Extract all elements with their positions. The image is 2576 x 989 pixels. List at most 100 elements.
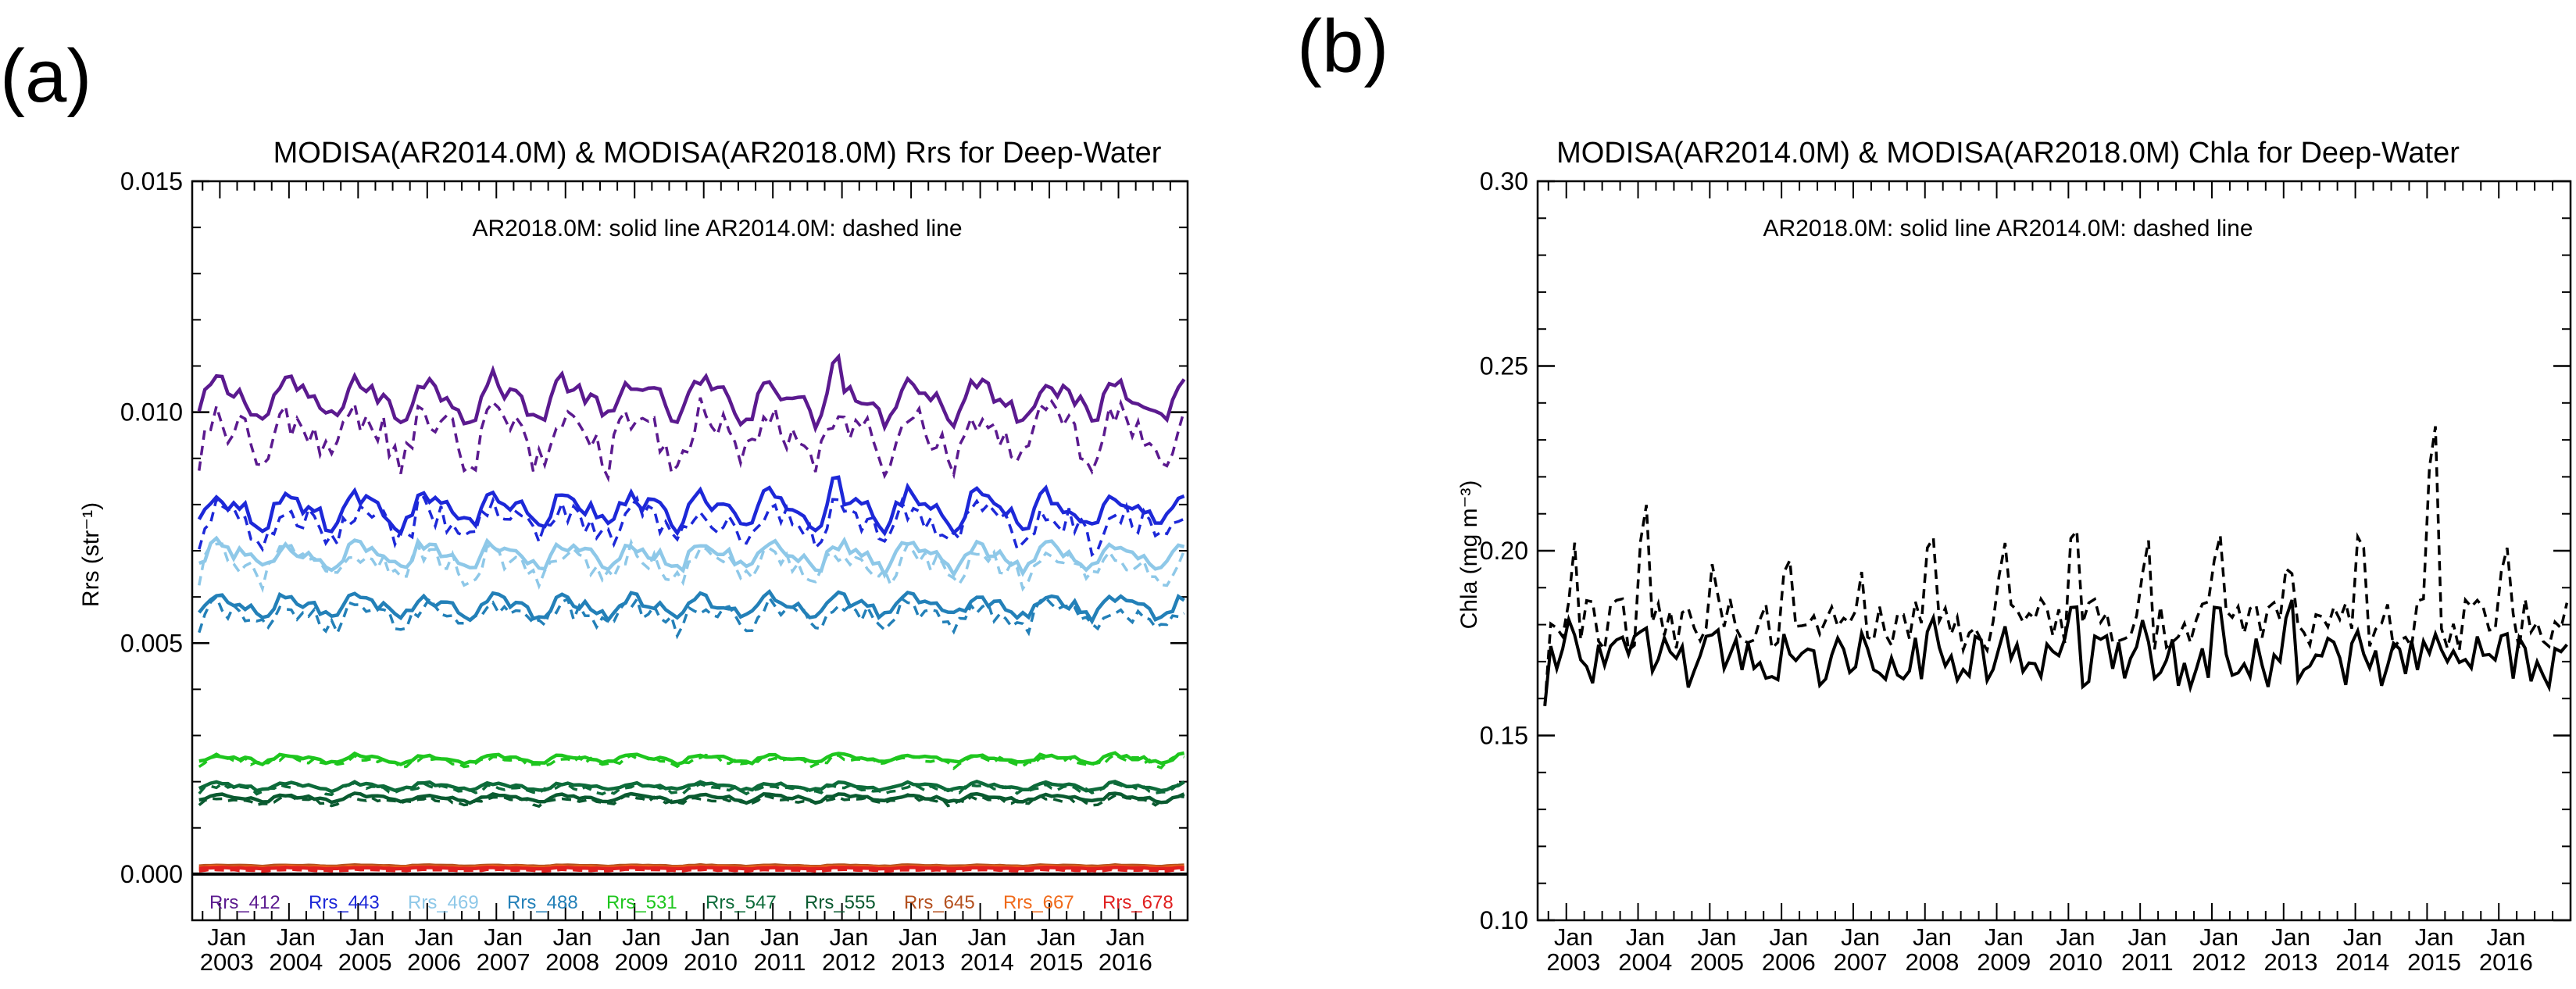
chart-a-xtick-year: 2016 [1099, 948, 1152, 976]
chart-a-ytick-label: 0.015 [120, 167, 183, 195]
chart-b-xtick-year: 2003 [1546, 948, 1600, 976]
chart-a-xtick-month: Jan [1037, 923, 1076, 951]
chart-a-plot-area: 0.0000.0050.0100.015Jan2003Jan2004Jan200… [120, 167, 1189, 976]
chart-a-ytick-label: 0.005 [120, 629, 183, 657]
series-rrs-443-dashed [198, 495, 1185, 558]
series-rrs-547-solid [198, 780, 1185, 794]
chart-a-xtick-year: 2010 [684, 948, 738, 976]
chart-b: MODISA(AR2014.0M) & MODISA(AR2018.0M) Ch… [1456, 137, 2572, 976]
chart-a-xtick-year: 2011 [754, 948, 806, 976]
chart-b-xtick-year: 2015 [2407, 948, 2461, 976]
legend-entry-rrs-667: Rrs_667 [1003, 892, 1074, 913]
chart-b-ylabel: Chla (mg m⁻³) [1456, 480, 1482, 630]
series-rrs-531-dashed [198, 752, 1185, 770]
series-rrs-678-solid [198, 865, 1184, 871]
chart-b-xtick-month: Jan [2271, 923, 2310, 951]
series-rrs-412-solid [197, 352, 1186, 434]
series-rrs-488-solid [198, 588, 1185, 625]
chart-b-xtick-month: Jan [2486, 923, 2525, 951]
chart-b-ytick-label: 0.20 [1480, 537, 1528, 565]
chart-a-xtick-year: 2005 [338, 948, 392, 976]
series-rrs-443-solid [197, 475, 1185, 537]
chart-b-xtick-year: 2011 [2121, 948, 2174, 976]
chart-a-xtick-year: 2006 [407, 948, 461, 976]
series-chla-dashed [1543, 426, 2569, 706]
chart-b-ytick-label: 0.25 [1480, 352, 1528, 380]
chart-b-xtick-year: 2013 [2263, 948, 2317, 976]
chart-b-xtick-year: 2010 [2049, 948, 2103, 976]
chart-a-title: MODISA(AR2014.0M) & MODISA(AR2018.0M) Rr… [273, 137, 1162, 170]
legend-entry-rrs-547: Rrs_547 [706, 892, 777, 913]
panel-b-label: (b) [1297, 5, 1388, 88]
chart-a-xtick-year: 2007 [477, 948, 531, 976]
chart-a-xtick-month: Jan [1106, 923, 1145, 951]
legend-entry-rrs-412: Rrs_412 [209, 892, 280, 913]
legend-entry-rrs-555: Rrs_555 [805, 892, 876, 913]
series-rrs-678-dashed [198, 868, 1184, 873]
chart-b-xtick-month: Jan [2415, 923, 2454, 951]
legend-entry-rrs-678: Rrs_678 [1102, 892, 1174, 913]
chart-b-ytick-label: 0.15 [1480, 722, 1528, 750]
chart-a-xtick-month: Jan [829, 923, 868, 951]
chart-a: MODISA(AR2014.0M) & MODISA(AR2018.0M) Rr… [78, 137, 1189, 976]
chart-a-xtick-month: Jan [967, 923, 1006, 951]
legend-entry-rrs-469: Rrs_469 [408, 892, 479, 913]
chart-b-xtick-year: 2012 [2192, 948, 2246, 976]
legend-entry-rrs-488: Rrs_488 [507, 892, 578, 913]
chart-b-xtick-month: Jan [1554, 923, 1593, 951]
chart-b-ytick-label: 0.30 [1480, 167, 1528, 195]
chart-b-xtick-month: Jan [2199, 923, 2238, 951]
chart-a-xtick-year: 2003 [200, 948, 254, 976]
chart-a-annotation: AR2018.0M: solid line AR2014.0M: dashed … [472, 216, 962, 241]
chart-b-xtick-year: 2016 [2479, 948, 2533, 976]
chart-b-xtick-month: Jan [2343, 923, 2382, 951]
chart-a-ylabel: Rrs (str⁻¹) [78, 502, 104, 607]
chart-a-xtick-month: Jan [622, 923, 661, 951]
chart-b-xtick-month: Jan [1985, 923, 2024, 951]
chart-a-xtick-month: Jan [207, 923, 246, 951]
chart-a-xtick-year: 2014 [960, 948, 1014, 976]
series-rrs-555-dashed [198, 793, 1184, 809]
series-rrs-488-dashed [198, 594, 1185, 640]
chart-b-frame [1536, 180, 2572, 922]
chart-b-xtick-month: Jan [2056, 923, 2095, 951]
chart-b-xtick-month: Jan [2128, 923, 2167, 951]
chart-b-plot-area: 0.100.150.200.250.30Jan2003Jan2004Jan200… [1480, 167, 2572, 976]
series-rrs-469-solid [198, 535, 1185, 579]
chart-a-xtick-month: Jan [691, 923, 731, 951]
chart-b-xtick-month: Jan [1626, 923, 1665, 951]
series-rrs-469-dashed [198, 537, 1186, 594]
chart-a-xtick-year: 2012 [822, 948, 876, 976]
chart-b-ytick-label: 0.10 [1480, 906, 1528, 934]
chart-b-xtick-year: 2009 [1977, 948, 2031, 976]
chart-a-xtick-year: 2009 [615, 948, 669, 976]
chart-b-xtick-year: 2004 [1618, 948, 1672, 976]
chart-a-xtick-month: Jan [553, 923, 592, 951]
series-chla-solid [1543, 599, 2568, 706]
chart-b-title: MODISA(AR2014.0M) & MODISA(AR2018.0M) Ch… [1556, 137, 2460, 170]
series-rrs-555-solid [198, 791, 1185, 805]
legend-entry-rrs-443: Rrs_443 [309, 892, 380, 913]
chart-b-xtick-month: Jan [1769, 923, 1808, 951]
series-rrs-531-solid [198, 751, 1185, 767]
chart-b-xtick-year: 2005 [1690, 948, 1744, 976]
chart-a-xtick-month: Jan [484, 923, 523, 951]
panel-a-label: (a) [0, 34, 91, 118]
chart-a-xtick-year: 2015 [1029, 948, 1083, 976]
chart-b-xtick-year: 2007 [1834, 948, 1888, 976]
chart-b-annotation: AR2018.0M: solid line AR2014.0M: dashed … [1763, 216, 2253, 241]
chart-a-ytick-label: 0.000 [120, 860, 183, 888]
chart-a-xtick-month: Jan [760, 923, 799, 951]
legend-entry-rrs-645: Rrs_645 [904, 892, 975, 913]
chart-b-xtick-year: 2008 [1905, 948, 1959, 976]
chart-a-xtick-month: Jan [277, 923, 316, 951]
chart-a-xtick-month: Jan [415, 923, 454, 951]
chart-a-xtick-month: Jan [345, 923, 384, 951]
chart-b-xtick-month: Jan [1841, 923, 1880, 951]
series-rrs-547-dashed [198, 780, 1185, 797]
chart-b-xtick-year: 2014 [2335, 948, 2389, 976]
chart-b-xtick-month: Jan [1698, 923, 1737, 951]
chart-a-xtick-year: 2013 [891, 948, 945, 976]
chart-a-xtick-year: 2008 [545, 948, 599, 976]
